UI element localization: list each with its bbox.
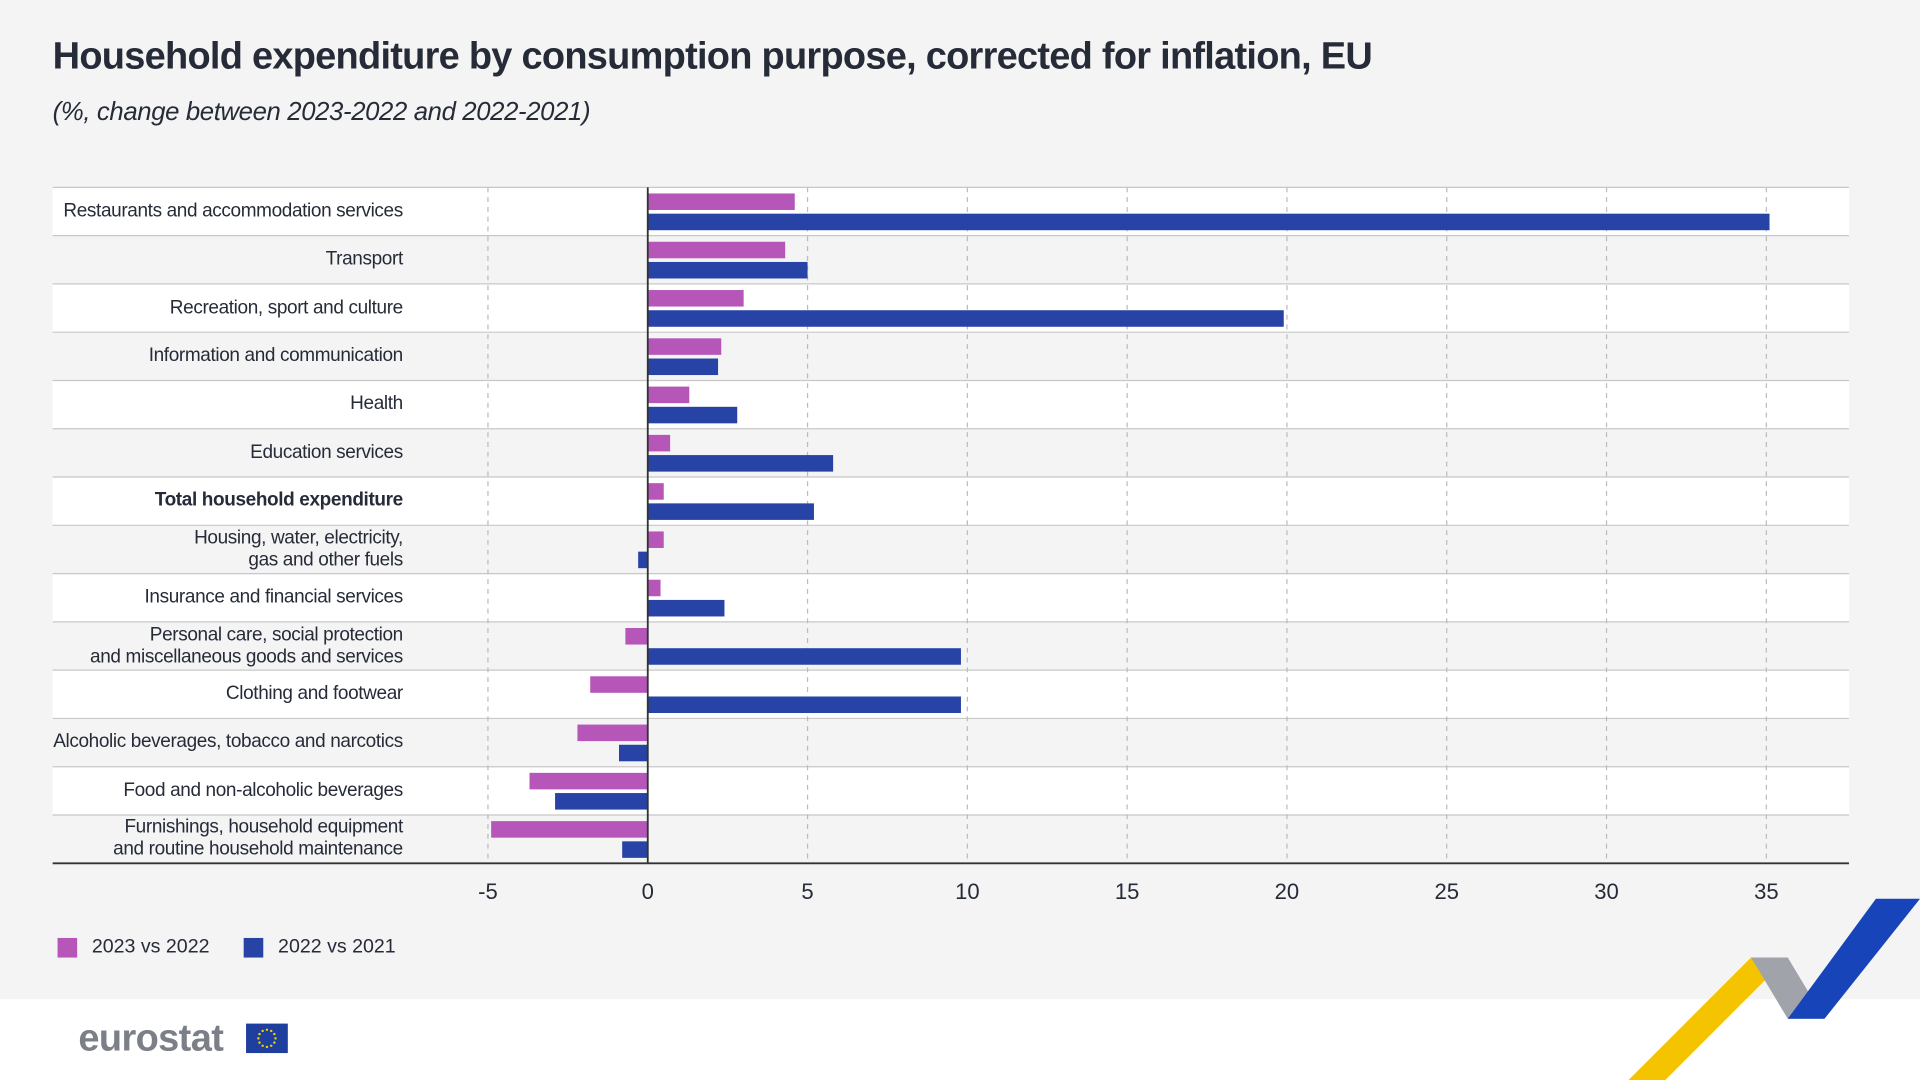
category-label: Total household expenditure (154, 490, 403, 511)
row-background (52, 428, 1849, 478)
bar-2022 (647, 358, 719, 376)
footer (0, 999, 1920, 1080)
bar-2022 (618, 744, 648, 762)
legend: 2023 vs 2022 2022 vs 2021 (57, 936, 396, 959)
bar-2023 (647, 241, 786, 259)
category-label: Health (350, 393, 403, 415)
bar-2023 (625, 628, 648, 645)
category-label: Recreation, sport and culture (169, 297, 403, 318)
bar-2022 (647, 696, 961, 714)
row-background (52, 380, 1849, 429)
bar-2023 (590, 676, 648, 693)
bar-2023 (647, 386, 690, 404)
legend-item-2023: 2023 vs 2022 (57, 936, 210, 959)
x-tick-label: 30 (1594, 879, 1619, 904)
row-background (52, 573, 1849, 622)
chart-title: Household expenditure by consumption pur… (52, 34, 1373, 78)
bar-2023 (647, 338, 722, 355)
x-tick-label: 10 (955, 879, 980, 904)
legend-swatch (57, 937, 78, 958)
bar-2023 (647, 483, 664, 500)
chart-subtitle: (%, change between 2023-2022 and 2022-20… (52, 97, 591, 127)
bar-2022 (647, 213, 1770, 231)
bar-2022 (647, 503, 814, 520)
x-tick-label: 5 (801, 879, 814, 904)
category-label: Insurance and financial services (144, 586, 404, 608)
bar-2022 (638, 551, 648, 569)
bar-2022 (622, 841, 648, 858)
row-background (52, 477, 1849, 526)
bar-chart (52, 186, 1849, 865)
x-tick-label: -5 (478, 879, 498, 904)
row-background (52, 332, 1849, 381)
x-tick-label: 35 (1754, 879, 1779, 904)
x-tick-label: 15 (1114, 879, 1140, 904)
row-background (52, 815, 1849, 864)
legend-item-2022: 2022 vs 2021 (243, 936, 396, 959)
bar-2023 (529, 772, 648, 790)
row-background (52, 235, 1849, 284)
bar-2023 (647, 531, 664, 548)
bar-2022 (647, 599, 725, 617)
bar-2022 (647, 310, 1284, 327)
legend-label: 2023 vs 2022 (91, 936, 210, 958)
category-label: Housing, water, electricity, gas and othe… (194, 527, 403, 571)
eurostat-logo: eurostat (78, 1016, 224, 1060)
bar-2023 (647, 434, 671, 452)
bar-2023 (647, 290, 744, 307)
row-background (52, 766, 1849, 816)
bar-2023 (647, 193, 795, 211)
bar-2023 (647, 579, 661, 597)
legend-label: 2022 vs 2021 (278, 936, 396, 958)
category-label: Clothing and footwear (225, 683, 403, 705)
x-tick-label: 20 (1274, 879, 1300, 904)
bar-2022 (647, 648, 961, 665)
bar-2023 (491, 821, 648, 838)
bar-2022 (555, 793, 648, 810)
category-label: Furnishings, household equipment and rout… (113, 817, 403, 860)
category-label: Alcoholic beverages, tobacco and narcoti… (53, 731, 403, 753)
category-label: Restaurants and accommodation services (63, 200, 403, 222)
row-background (52, 525, 1849, 574)
decorative-ribbon (1628, 898, 1920, 1080)
bar-2023 (577, 724, 648, 742)
legend-swatch (243, 937, 264, 958)
bar-2022 (647, 406, 738, 424)
category-label: Education services (250, 441, 403, 463)
row-background (52, 718, 1849, 767)
bar-2022 (647, 455, 834, 472)
x-tick-label: 25 (1434, 879, 1459, 904)
category-label: Information and communication (148, 345, 404, 367)
category-label: Transport (325, 248, 404, 270)
eu-flag-icon (246, 1023, 288, 1054)
category-label: Personal care, social protection and misc… (90, 623, 403, 667)
category-label: Food and non-alcoholic beverages (123, 779, 403, 801)
x-tick-label: 0 (641, 879, 654, 904)
bar-2022 (647, 261, 808, 279)
